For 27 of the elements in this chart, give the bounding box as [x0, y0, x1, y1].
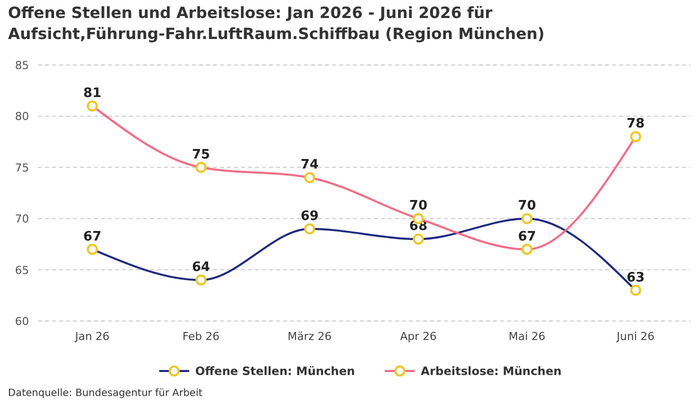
data-label: 70: [409, 198, 428, 214]
x-tick-label: Juni 26: [616, 330, 655, 343]
data-label: 63: [626, 270, 645, 286]
data-label: 75: [192, 147, 210, 162]
legend-label: Offene Stellen: München: [195, 364, 355, 378]
y-tick-label: 80: [15, 110, 29, 124]
x-tick-label: Feb 26: [182, 330, 220, 343]
data-label: 74: [300, 158, 319, 173]
x-tick-label: Mai 26: [508, 330, 546, 343]
data-label: 81: [83, 86, 102, 101]
x-tick-label: Apr 26: [400, 330, 437, 343]
data-label: 69: [300, 208, 319, 224]
y-tick-label: 60: [15, 315, 29, 328]
y-tick-label: 65: [15, 264, 29, 277]
data-label: 70: [518, 198, 536, 214]
data-label: 78: [626, 116, 645, 132]
data-label: 67: [518, 229, 536, 244]
x-tick-label: März 26: [288, 330, 332, 343]
data-label: 67: [83, 229, 102, 244]
x-tick-label: Jan 26: [74, 330, 110, 343]
y-tick-label: 70: [15, 212, 29, 226]
text: Datenquelle: Bundesagentur für Arbeit: [8, 388, 202, 399]
y-tick-label: 75: [15, 161, 29, 174]
data-label: 64: [192, 260, 210, 276]
legend-label: Arbeitslose: München: [420, 364, 562, 378]
chart-title: Offene Stellen und Arbeitslose: Jan 2026 - Juni 2026 für Aufsicht,Führung-Fahr.LuftRaum.Schiffbau (Region München): [8, 4, 545, 43]
y-tick-label: 85: [15, 59, 29, 72]
